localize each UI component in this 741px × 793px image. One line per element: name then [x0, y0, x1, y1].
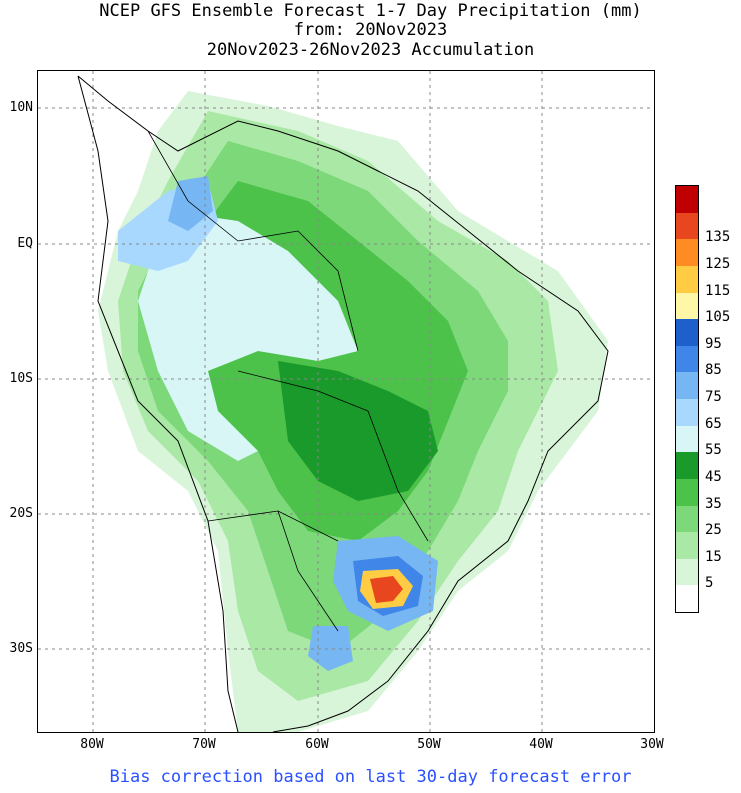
- legend-label: 95: [705, 335, 722, 352]
- legend-swatch: [676, 425, 698, 453]
- legend-swatch: [676, 505, 698, 533]
- legend-label: 115: [705, 282, 731, 299]
- legend-label: 85: [705, 362, 722, 379]
- legend-swatch: [676, 372, 698, 399]
- legend-swatch: [676, 186, 698, 213]
- legend-swatch: [676, 399, 698, 426]
- legend-swatch: [676, 345, 698, 373]
- legend-label: 25: [705, 522, 722, 539]
- chart-subtitle-period: 20Nov2023-26Nov2023 Accumulation: [206, 40, 535, 60]
- coastline: [77, 75, 609, 732]
- legend-label: 15: [705, 548, 722, 565]
- country-borders: [147, 130, 429, 632]
- legend-swatch: [676, 319, 698, 346]
- legend-swatch: [676, 478, 698, 506]
- legend-swatch: [676, 532, 698, 559]
- precip-southwest: [308, 626, 353, 671]
- legend-swatch: [676, 452, 698, 479]
- lon-label-30w: 30W: [640, 737, 664, 752]
- legend-swatch: [676, 265, 698, 293]
- legend-swatch: [676, 585, 698, 612]
- legend-label: 65: [705, 415, 722, 432]
- map-canvas: [38, 71, 654, 732]
- legend-label: 125: [705, 255, 731, 272]
- legend-label: 75: [705, 389, 722, 405]
- legend-swatch: [676, 212, 698, 240]
- lon-label-60w: 60W: [305, 737, 329, 752]
- legend-label: 5: [705, 575, 714, 592]
- legend-label: 45: [705, 468, 722, 485]
- lat-label-10n: 10N: [9, 100, 33, 115]
- legend-swatch: [676, 239, 698, 266]
- chart-subtitle-date: from: 20Nov2023: [293, 20, 448, 40]
- legend-label: 35: [705, 495, 722, 512]
- lon-label-40w: 40W: [529, 737, 553, 752]
- footer-note: Bias correction based on last 30-day for…: [109, 767, 632, 787]
- graticule: [38, 71, 654, 732]
- precip-45mm: [278, 361, 438, 501]
- lat-label-eq: EQ: [17, 236, 33, 251]
- lon-label-70w: 70W: [192, 737, 216, 752]
- precip-135mm: [370, 576, 403, 603]
- legend-swatch: [676, 292, 698, 320]
- lat-label-20s: 20S: [9, 506, 33, 521]
- legend-swatch: [676, 558, 698, 586]
- color-legend: [675, 185, 699, 613]
- lat-label-30s: 30S: [9, 641, 33, 656]
- precipitation-map: [37, 70, 655, 733]
- precip-55mm: [138, 211, 358, 461]
- lat-label-10s: 10S: [9, 371, 33, 386]
- legend-label: 55: [705, 442, 722, 459]
- legend-label: 105: [705, 309, 731, 326]
- chart-title: NCEP GFS Ensemble Forecast 1-7 Day Preci…: [99, 1, 642, 21]
- legend-label: 135: [705, 229, 731, 246]
- lon-label-50w: 50W: [417, 737, 441, 752]
- lon-label-80w: 80W: [80, 737, 104, 752]
